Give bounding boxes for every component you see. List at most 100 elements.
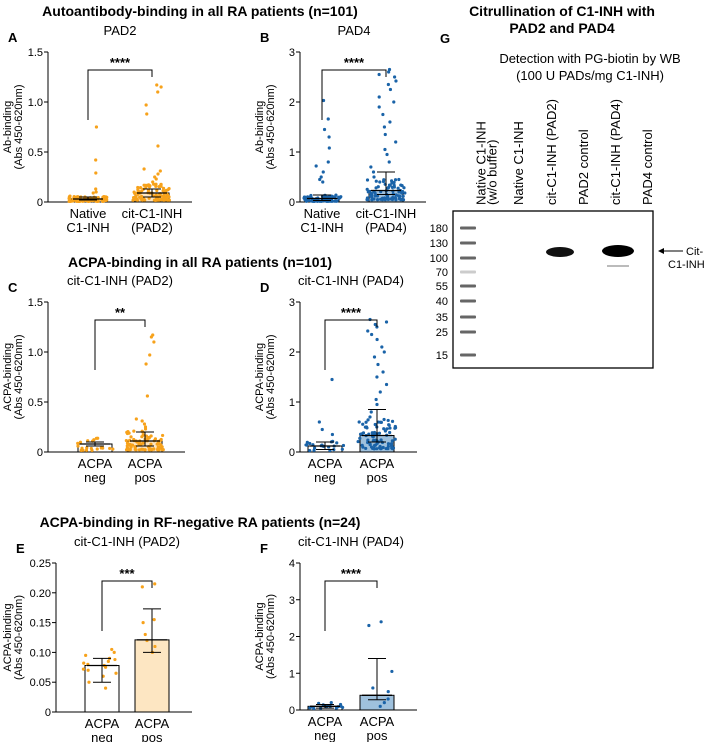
significance-bracket xyxy=(321,69,387,120)
data-point xyxy=(305,440,309,444)
data-point xyxy=(154,177,158,181)
data-point xyxy=(164,196,168,200)
data-point xyxy=(154,184,158,188)
data-point xyxy=(357,420,361,424)
data-point xyxy=(94,187,98,191)
data-point xyxy=(390,439,394,443)
data-point xyxy=(145,183,149,187)
data-point xyxy=(103,665,108,669)
data-point xyxy=(152,447,156,451)
data-point xyxy=(387,70,391,74)
y-tick-label: 0.15 xyxy=(30,618,51,630)
data-point xyxy=(356,439,360,444)
x-tick-label: ACPA xyxy=(360,714,395,729)
lane-label: (w/o buffer) xyxy=(485,139,500,205)
data-point xyxy=(161,194,165,198)
y-tick-label: 0 xyxy=(289,447,295,459)
data-point xyxy=(155,188,159,193)
data-point xyxy=(305,199,309,203)
data-point xyxy=(149,447,153,451)
data-point xyxy=(91,191,95,195)
data-point xyxy=(388,426,392,430)
x-tick-label: ACPA xyxy=(135,716,170,731)
data-point xyxy=(94,171,98,175)
data-point xyxy=(167,187,171,191)
data-point xyxy=(153,644,157,649)
x-tick-label: neg xyxy=(84,470,106,485)
data-point xyxy=(386,697,390,701)
data-point xyxy=(374,179,378,183)
panel-label: B xyxy=(260,30,269,45)
data-point xyxy=(162,198,166,202)
x-tick-label: cit-C1-INH xyxy=(122,206,183,221)
data-point xyxy=(402,186,406,190)
data-point xyxy=(391,196,395,200)
data-point xyxy=(327,146,331,150)
data-point xyxy=(133,445,137,449)
data-point xyxy=(312,448,316,452)
panel-a: A PAD2 Ab-binding (Abs 450-620nm) 0 0.5 1.0 1.5… xyxy=(2,23,192,235)
data-point xyxy=(167,198,171,202)
ladder-band xyxy=(460,256,476,260)
data-point xyxy=(387,423,391,427)
data-point xyxy=(375,337,379,342)
data-point xyxy=(369,165,373,169)
data-point xyxy=(110,647,114,652)
data-point xyxy=(358,436,362,440)
data-point xyxy=(314,164,318,168)
data-point xyxy=(392,183,396,187)
y-tick-label: 3 xyxy=(289,297,295,309)
y-tick-label: 0.5 xyxy=(28,397,43,409)
data-point xyxy=(384,382,389,387)
y-tick-label: 0.05 xyxy=(30,677,51,689)
ladder-band xyxy=(460,226,476,230)
data-point xyxy=(369,410,373,414)
data-point xyxy=(143,448,147,452)
x-tick-label: ACPA xyxy=(308,456,343,471)
data-point xyxy=(145,112,149,116)
data-point xyxy=(382,350,386,354)
data-point xyxy=(375,402,379,407)
data-point xyxy=(82,661,86,665)
data-point xyxy=(383,132,387,137)
data-point xyxy=(158,169,162,173)
data-point xyxy=(368,442,372,446)
data-point xyxy=(87,680,91,684)
data-point xyxy=(382,178,386,182)
significance-stars: **** xyxy=(110,55,131,70)
panel-label-g: G xyxy=(440,31,450,46)
data-point xyxy=(159,85,163,89)
data-point xyxy=(155,198,159,202)
data-point xyxy=(382,427,386,431)
band-cit-pad2 xyxy=(546,247,574,257)
data-point xyxy=(364,420,368,424)
data-point xyxy=(149,434,153,438)
data-point xyxy=(149,442,153,446)
y-tick-label: 0 xyxy=(289,705,295,717)
data-point xyxy=(132,190,136,194)
y-axis-label-units: (Abs 450-620nm) xyxy=(265,594,277,679)
data-point xyxy=(392,180,396,185)
y-tick-label: 0.20 xyxy=(30,588,51,600)
lane-label: cit-C1-INH (PAD4) xyxy=(608,99,623,205)
x-tick-label: neg xyxy=(314,728,336,742)
data-point xyxy=(384,320,389,324)
significance-bracket xyxy=(324,580,378,631)
data-point xyxy=(388,183,392,187)
y-tick-label: 2 xyxy=(289,347,295,359)
data-point xyxy=(80,446,84,450)
panel-title: cit-C1-INH (PAD4) xyxy=(298,534,404,549)
data-point xyxy=(159,198,163,202)
data-point xyxy=(371,170,376,174)
data-point xyxy=(377,72,381,77)
data-point xyxy=(374,397,378,402)
data-point xyxy=(321,180,325,184)
data-point xyxy=(96,436,100,440)
data-point xyxy=(125,444,129,448)
data-point xyxy=(392,100,396,104)
marker-label: 35 xyxy=(436,312,448,324)
data-point xyxy=(140,419,144,423)
panel-label: E xyxy=(16,541,25,556)
x-tick-label: ACPA xyxy=(128,456,163,471)
